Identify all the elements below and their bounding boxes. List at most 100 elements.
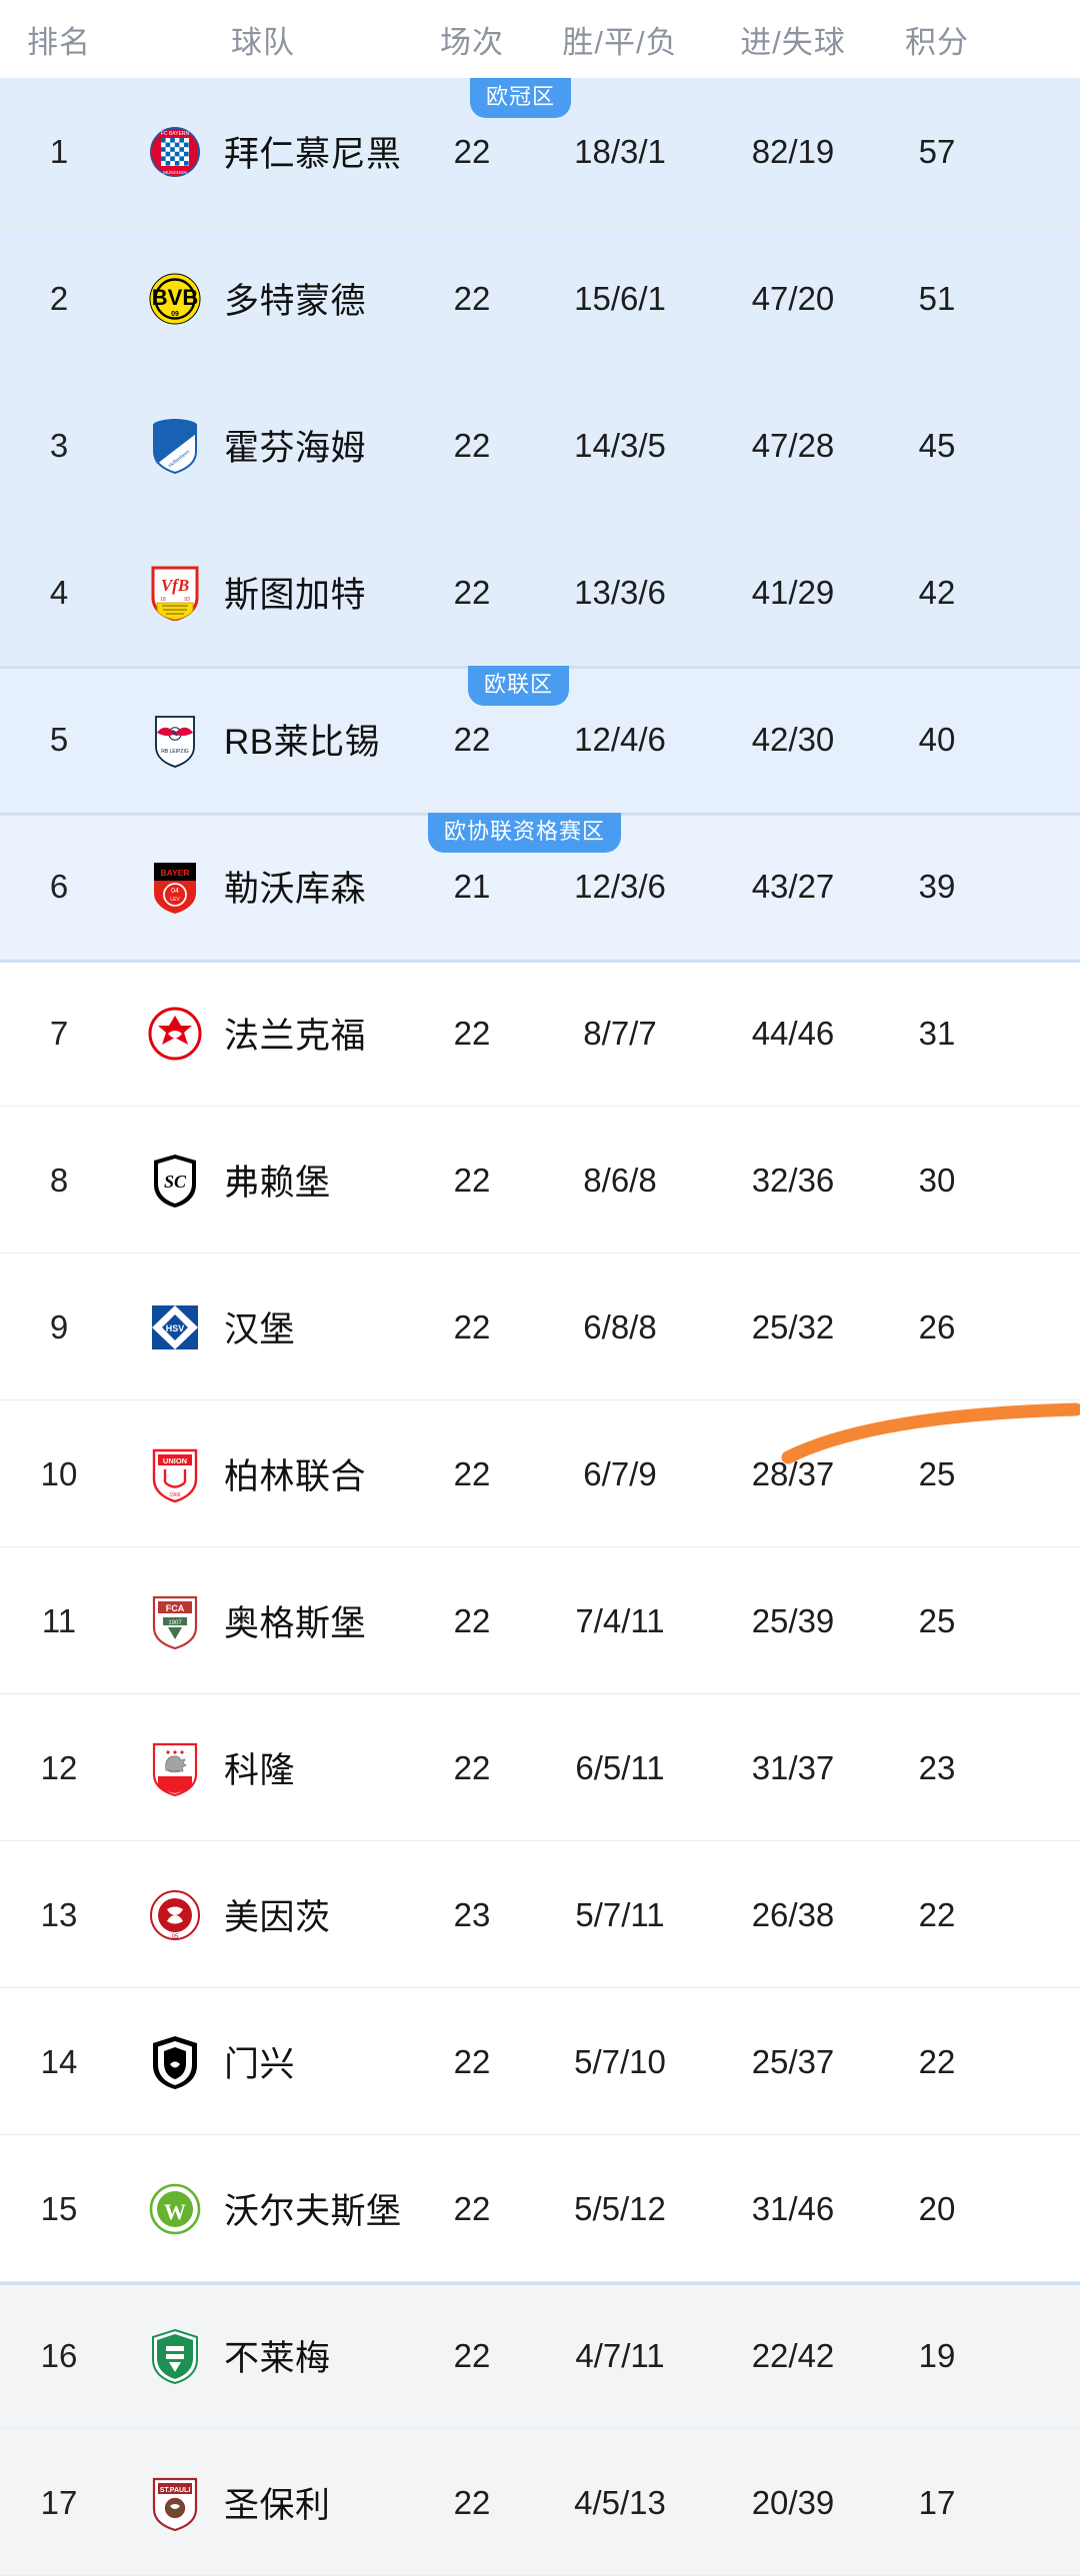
row-team-cell[interactable]: 斯图加特 (118, 565, 408, 621)
row-played: 22 (453, 573, 491, 611)
row-played: 22 (453, 2483, 491, 2521)
row-points: 39 (918, 867, 956, 905)
row-team-cell[interactable]: 柏林联合 (118, 1446, 408, 1502)
row-team-cell[interactable]: 沃尔夫斯堡 (118, 2181, 408, 2237)
row-divider (0, 2428, 1080, 2429)
row-rank: 9 (49, 1307, 69, 1345)
row-played: 22 (453, 2189, 491, 2227)
table-row[interactable]: 7 法兰克福 22 8/7/7 44/46 31 (0, 960, 1080, 1107)
row-team-cell[interactable]: 门兴 (118, 2034, 408, 2090)
table-row[interactable]: 2 多特蒙德 22 15/6/1 47/20 51 (0, 225, 1080, 372)
row-points: 19 (918, 2336, 956, 2374)
row-rank: 3 (49, 426, 69, 464)
table-row[interactable]: 欧联区 5 RB莱比锡 22 12/4/6 42/30 40 (0, 666, 1080, 813)
hoffenheim-crest (148, 418, 202, 474)
row-goals: 42/30 (751, 720, 835, 758)
table-row[interactable]: 4 斯图加特 22 13/3/6 41/29 42 (0, 519, 1080, 666)
row-team-cell[interactable]: 弗赖堡 (118, 1153, 408, 1209)
row-points: 40 (918, 720, 956, 758)
row-team-cell[interactable]: 奥格斯堡 (118, 1593, 408, 1649)
zone-separator (0, 960, 1080, 963)
row-team-cell[interactable]: 科隆 (118, 1740, 408, 1796)
row-played: 22 (453, 1454, 491, 1492)
row-played: 22 (453, 1601, 491, 1639)
table-row[interactable]: 17 圣保利 22 4/5/13 20/39 17 (0, 2429, 1080, 2576)
row-played: 22 (453, 279, 491, 317)
column-header-rank: 排名 (27, 24, 91, 60)
row-points: 23 (918, 1748, 956, 1786)
column-header-played: 场次 (440, 24, 504, 60)
table-row[interactable]: 14 门兴 22 5/7/10 25/37 22 (0, 1988, 1080, 2135)
zone-badge-ecl: 欧协联资格赛区 (428, 813, 622, 853)
row-team-cell[interactable]: 拜仁慕尼黑 (118, 124, 408, 180)
werder-bremen-crest (148, 2328, 202, 2384)
eintracht-frankfurt-crest (148, 1006, 202, 1062)
row-rank: 10 (40, 1454, 78, 1492)
row-divider (0, 665, 1080, 666)
row-team-name: 柏林联合 (224, 1457, 367, 1496)
row-rank: 16 (40, 2336, 78, 2374)
row-team-cell[interactable]: 霍芬海姆 (118, 418, 408, 474)
table-row[interactable]: 10 柏林联合 22 6/7/9 28/37 25 (0, 1400, 1080, 1547)
row-divider (0, 1253, 1080, 1254)
row-points: 20 (918, 2189, 956, 2227)
zone-badge-cl: 欧冠区 (470, 78, 572, 118)
row-team-cell[interactable]: 圣保利 (118, 2475, 408, 2531)
row-played: 22 (453, 132, 491, 170)
row-team-cell[interactable]: 不莱梅 (118, 2328, 408, 2384)
row-wdl: 6/7/9 (583, 1454, 657, 1492)
row-team-name: 拜仁慕尼黑 (224, 135, 402, 174)
st-pauli-crest (148, 2475, 202, 2531)
table-row[interactable]: 11 奥格斯堡 22 7/4/11 25/39 25 (0, 1547, 1080, 1694)
table-row[interactable]: 13 美因茨 23 5/7/11 26/38 22 (0, 1841, 1080, 1988)
row-wdl: 15/6/1 (574, 279, 666, 317)
table-row[interactable]: 16 不莱梅 22 4/7/11 22/42 19 (0, 2282, 1080, 2429)
row-wdl: 18/3/1 (574, 132, 666, 170)
row-divider (0, 812, 1080, 813)
table-row[interactable]: 8 弗赖堡 22 8/6/8 32/36 30 (0, 1107, 1080, 1254)
row-wdl: 8/7/7 (583, 1014, 657, 1052)
row-divider (0, 2134, 1080, 2135)
table-row[interactable]: 9 汉堡 22 6/8/8 25/32 26 (0, 1254, 1080, 1400)
sc-freiburg-crest (148, 1153, 202, 1209)
row-team-name: 多特蒙德 (224, 282, 367, 321)
row-rank: 13 (40, 1895, 78, 1933)
row-team-cell[interactable]: 勒沃库森 (118, 859, 408, 915)
wolfsburg-crest (148, 2181, 202, 2237)
borussia-dortmund-crest (148, 271, 202, 327)
row-rank: 11 (41, 1601, 77, 1639)
row-team-cell[interactable]: 法兰克福 (118, 1006, 408, 1062)
table-row[interactable]: 3 霍芬海姆 22 14/3/5 47/28 45 (0, 372, 1080, 519)
row-goals: 43/27 (751, 867, 835, 905)
row-team-name: 美因茨 (224, 1898, 331, 1937)
row-rank: 17 (40, 2483, 78, 2521)
row-points: 57 (918, 132, 956, 170)
row-rank: 5 (49, 720, 69, 758)
table-row[interactable]: 欧协联资格赛区 6 勒沃库森 21 12/3/6 43/27 39 (0, 813, 1080, 960)
row-team-cell[interactable]: 多特蒙德 (118, 271, 408, 327)
row-divider (0, 1987, 1080, 1988)
row-goals: 31/37 (751, 1748, 835, 1786)
row-played: 23 (453, 1895, 491, 1933)
rb-leipzig-crest (148, 712, 202, 768)
row-goals: 47/20 (751, 279, 835, 317)
row-wdl: 8/6/8 (583, 1161, 657, 1199)
table-row[interactable]: 12 科隆 22 6/5/11 31/37 23 (0, 1694, 1080, 1841)
row-played: 22 (453, 2336, 491, 2374)
row-rank: 7 (49, 1014, 69, 1052)
borussia-monchengladbach-crest (148, 2034, 202, 2090)
row-rank: 14 (40, 2042, 78, 2080)
row-team-cell[interactable]: RB莱比锡 (118, 712, 408, 768)
table-row[interactable]: 15 沃尔夫斯堡 22 5/5/12 31/46 20 (0, 2135, 1080, 2282)
column-header-wdl: 胜/平/负 (562, 24, 678, 60)
table-row[interactable]: 欧冠区 1 拜仁慕尼黑 22 18/3/1 82/19 57 (0, 78, 1080, 225)
row-team-cell[interactable]: 美因茨 (118, 1887, 408, 1943)
row-rank: 8 (49, 1161, 69, 1199)
row-divider (0, 1840, 1080, 1841)
row-team-cell[interactable]: 汉堡 (118, 1299, 408, 1355)
row-wdl: 4/5/13 (574, 2483, 666, 2521)
zone-badge-el: 欧联区 (468, 666, 570, 706)
row-wdl: 12/3/6 (574, 867, 666, 905)
row-divider (0, 1399, 1080, 1400)
row-team-name: 斯图加特 (224, 576, 367, 615)
